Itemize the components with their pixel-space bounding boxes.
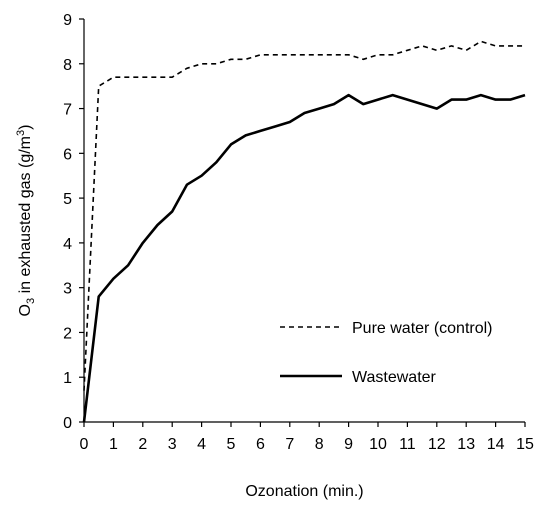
x-tick-label: 2 — [138, 436, 147, 453]
y-tick-label: 1 — [63, 370, 72, 387]
y-tick-label: 8 — [63, 57, 72, 74]
y-tick-label: 4 — [63, 236, 72, 253]
x-tick-label: 8 — [315, 436, 324, 453]
x-tick-label: 6 — [256, 436, 265, 453]
y-tick-label: 9 — [63, 12, 72, 29]
x-axis-title: Ozonation (min.) — [245, 483, 363, 500]
x-tick-label: 1 — [109, 436, 118, 453]
y-axis-title-middle: in exhausted gas (g/m — [17, 136, 34, 298]
x-tick-label: 10 — [369, 436, 387, 453]
series-line-wastewater — [82, 93, 526, 423]
y-axis-title-suffix: ) — [17, 125, 34, 130]
x-ticks: 0 1 2 3 4 5 6 7 8 9 10 11 12 13 14 15 — [80, 422, 534, 453]
series-line-pure-water — [83, 40, 525, 391]
x-tick-label: 4 — [197, 436, 206, 453]
x-tick-label: 12 — [428, 436, 446, 453]
y-tick-label: 7 — [63, 102, 72, 119]
legend: Pure water (control) Wastewater — [280, 320, 493, 386]
y-ticks: 0 1 2 3 4 5 6 7 8 9 — [63, 12, 84, 432]
x-tick-label: 7 — [285, 436, 294, 453]
y-axis-title: O3 in exhausted gas (g/m3) — [15, 125, 37, 317]
legend-label-pure-water: Pure water (control) — [352, 320, 493, 337]
y-tick-label: 3 — [63, 281, 72, 298]
x-tick-label: 9 — [344, 436, 353, 453]
y-axis-title-prefix: O — [17, 304, 34, 316]
x-tick-label: 13 — [457, 436, 475, 453]
y-axis-title-subscript: 3 — [25, 298, 37, 304]
legend-label-wastewater: Wastewater — [352, 369, 437, 386]
y-tick-label: 6 — [63, 146, 72, 163]
axes — [83, 19, 525, 423]
x-tick-label: 3 — [168, 436, 177, 453]
y-axis-title-superscript: 3 — [15, 130, 27, 136]
series-layer — [82, 40, 526, 423]
x-tick-label: 14 — [487, 436, 505, 453]
y-tick-label: 2 — [63, 325, 72, 342]
y-tick-label: 5 — [63, 191, 72, 208]
x-tick-label: 11 — [399, 436, 416, 453]
x-tick-label: 15 — [516, 436, 534, 453]
x-tick-label: 5 — [227, 436, 236, 453]
y-tick-label: 0 — [63, 415, 72, 432]
x-tick-label: 0 — [80, 436, 89, 453]
